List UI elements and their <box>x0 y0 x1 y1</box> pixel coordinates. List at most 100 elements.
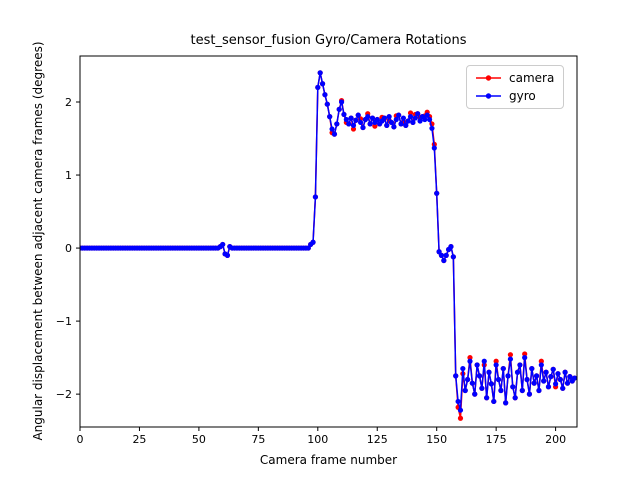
gyro-marker <box>505 373 511 379</box>
gyro-marker <box>410 119 416 126</box>
gyro-marker <box>405 118 411 124</box>
gyro-marker <box>400 115 407 121</box>
gyro-marker <box>338 99 345 105</box>
gyro-marker <box>315 84 321 91</box>
gyro-marker <box>500 365 506 372</box>
y-tick-label: −2 <box>56 388 72 401</box>
gyro-marker <box>564 380 571 386</box>
gyro-marker <box>453 373 459 379</box>
gyro-marker <box>533 373 540 379</box>
gyro-marker <box>486 369 492 375</box>
camera-marker <box>407 110 414 116</box>
gyro-marker <box>465 376 471 383</box>
gyro-marker <box>331 131 338 137</box>
gyro-marker <box>317 70 323 76</box>
x-tick-label: 175 <box>486 433 507 446</box>
gyro-marker <box>310 239 316 245</box>
gyro-marker <box>524 376 530 383</box>
legend-label-gyro: gyro <box>509 89 536 103</box>
x-tick-label: 0 <box>77 433 84 446</box>
gyro-marker <box>388 119 395 126</box>
gyro-marker <box>503 400 509 406</box>
gyro-marker <box>455 398 461 405</box>
gyro-marker <box>417 118 423 124</box>
gyro-marker <box>350 122 357 128</box>
y-axis-label: Angular displacement between adjacent ca… <box>31 41 45 441</box>
gyro-marker <box>348 115 354 121</box>
y-tick-label: −1 <box>56 315 72 328</box>
gyro-marker <box>336 106 342 112</box>
gyro-marker <box>381 115 387 121</box>
gyro-marker <box>567 374 573 380</box>
gyro-marker <box>488 381 494 387</box>
gyro-marker <box>493 362 499 368</box>
gyro-marker <box>369 115 376 121</box>
gyro-marker <box>443 252 449 258</box>
gyro-marker <box>441 257 447 264</box>
gyro-marker <box>355 112 361 118</box>
gyro-marker <box>384 122 390 128</box>
camera-marker <box>350 126 357 132</box>
gyro-marker <box>422 116 428 123</box>
gyro-marker <box>510 384 516 390</box>
gyro-marker <box>403 122 409 128</box>
gyro-marker <box>324 101 330 107</box>
gyro-marker <box>531 380 537 386</box>
gyro-marker <box>545 384 552 390</box>
gyro-marker <box>434 190 440 196</box>
gyro-marker <box>469 380 475 386</box>
legend-item-camera: camera <box>475 71 554 85</box>
gyro-marker <box>319 81 326 87</box>
gyro-marker <box>460 365 466 372</box>
legend-item-gyro: gyro <box>475 89 554 103</box>
camera-marker <box>538 358 544 364</box>
gyro-marker <box>557 376 563 383</box>
gyro-marker <box>429 125 435 131</box>
camera-marker <box>457 415 464 421</box>
gyro-marker <box>334 121 340 127</box>
gyro-marker <box>555 371 561 377</box>
x-tick-label: 125 <box>367 433 388 446</box>
gyro-marker <box>514 369 521 375</box>
gyro-marker <box>393 116 399 123</box>
gyro-marker <box>353 117 359 123</box>
camera-marker <box>507 352 514 358</box>
gyro-marker <box>448 244 454 250</box>
gyro-marker <box>543 369 549 375</box>
x-tick-label: 50 <box>192 433 206 446</box>
gyro-marker <box>386 114 392 120</box>
gyro-marker <box>552 381 559 387</box>
x-tick-label: 25 <box>132 433 146 446</box>
gyro-marker <box>457 407 464 413</box>
gyro-marker <box>529 365 535 372</box>
gyro-marker <box>550 366 556 372</box>
legend: camera gyro <box>466 65 565 109</box>
gyro-marker <box>536 387 542 394</box>
gyro-marker <box>312 194 319 200</box>
gyro-marker <box>426 116 433 123</box>
legend-label-camera: camera <box>509 71 555 85</box>
camera-marker <box>467 355 473 361</box>
gyro-marker <box>491 398 497 405</box>
gyro-marker <box>415 111 421 117</box>
x-tick-label: 200 <box>545 433 566 446</box>
gyro-marker <box>467 358 473 364</box>
gyro-marker <box>438 252 445 258</box>
x-tick-label: 100 <box>307 433 328 446</box>
gyro-marker <box>572 375 577 381</box>
gyro-marker <box>562 369 568 375</box>
x-axis-label: Camera frame number <box>259 453 398 467</box>
gyro-marker <box>479 385 485 391</box>
gyro-marker <box>495 376 502 383</box>
gyro-marker <box>450 254 456 260</box>
gyro-marker <box>519 387 525 394</box>
gyro-marker <box>512 395 518 401</box>
camera-line-swatch <box>476 75 501 81</box>
gyro-marker <box>329 126 335 132</box>
gyro-marker <box>526 391 533 397</box>
gyro-marker <box>220 241 226 248</box>
gyro-marker <box>398 121 404 127</box>
gyro-marker <box>474 362 480 368</box>
y-tick-label: 2 <box>65 96 72 109</box>
gyro-marker <box>346 121 352 127</box>
